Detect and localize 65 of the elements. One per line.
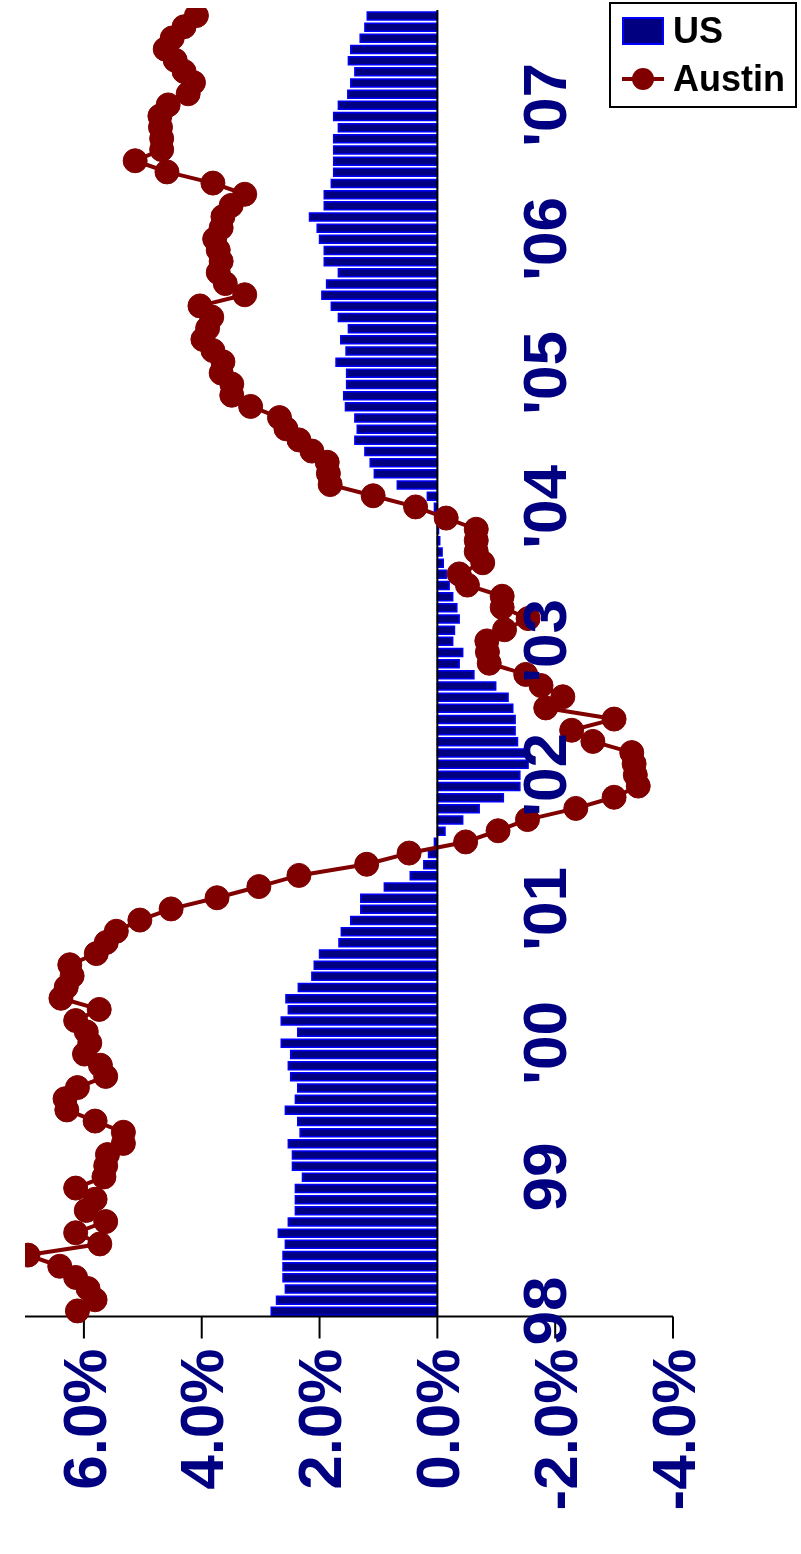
legend-label: US xyxy=(673,10,724,52)
bar xyxy=(340,926,439,937)
x-tick-label: 2.0% xyxy=(285,1348,355,1490)
y-tick-label: '04 xyxy=(510,464,580,549)
bar xyxy=(282,1250,439,1261)
bar xyxy=(289,1049,439,1060)
bar xyxy=(294,1194,439,1205)
y-tick-label: '03 xyxy=(510,599,580,683)
bar xyxy=(359,33,439,44)
x-tick-label: -2.0% xyxy=(520,1348,590,1511)
y-tick-label: '06 xyxy=(510,197,580,281)
bar xyxy=(436,658,460,669)
legend-label: Austin xyxy=(673,58,785,100)
y-tick-label: '01 xyxy=(510,867,580,951)
bar xyxy=(369,457,439,468)
bar xyxy=(284,1105,439,1116)
bar xyxy=(330,178,439,189)
bar xyxy=(332,167,439,178)
bar xyxy=(323,245,439,256)
bar xyxy=(436,714,516,725)
bar xyxy=(299,1127,439,1138)
bar xyxy=(297,982,439,993)
x-tick-label: 6.0% xyxy=(49,1348,119,1490)
bar xyxy=(318,234,439,245)
bar xyxy=(270,1306,439,1317)
bar xyxy=(347,55,439,66)
bar xyxy=(436,792,505,803)
bar xyxy=(297,1116,439,1127)
bar xyxy=(337,100,439,111)
bar xyxy=(364,446,439,457)
bar xyxy=(332,111,439,122)
bar xyxy=(337,122,439,133)
bar xyxy=(436,703,514,714)
bar xyxy=(330,301,439,312)
bar xyxy=(342,390,439,401)
bar xyxy=(323,189,439,200)
bar xyxy=(436,770,521,781)
y-tick-label: '07 xyxy=(510,63,580,147)
bar xyxy=(323,256,439,267)
y-tick-label: 98 xyxy=(510,1276,580,1346)
y-tick-label: '05 xyxy=(510,331,580,415)
y-tick-label: '02 xyxy=(510,733,580,817)
bar xyxy=(436,725,516,736)
bar xyxy=(294,1183,439,1194)
bar xyxy=(354,435,439,446)
bar xyxy=(350,44,439,55)
y-tick-label: '00 xyxy=(510,1001,580,1085)
bar xyxy=(337,312,439,323)
x-tick-label: 4.0% xyxy=(167,1348,237,1490)
y-tick-label: 99 xyxy=(510,1142,580,1212)
bar xyxy=(301,1172,439,1183)
bar xyxy=(280,1038,439,1049)
bar xyxy=(311,971,439,982)
bar xyxy=(360,904,439,915)
bar xyxy=(436,781,521,792)
bar xyxy=(345,379,439,390)
x-tick-label: -4.0% xyxy=(638,1348,708,1511)
x-tick-label: 0.0% xyxy=(403,1348,473,1490)
bar xyxy=(282,1261,439,1272)
bar xyxy=(347,323,439,334)
bar xyxy=(350,915,439,926)
bar xyxy=(287,1060,439,1071)
bar xyxy=(284,1239,439,1250)
bar xyxy=(345,368,439,379)
bar xyxy=(285,993,439,1004)
